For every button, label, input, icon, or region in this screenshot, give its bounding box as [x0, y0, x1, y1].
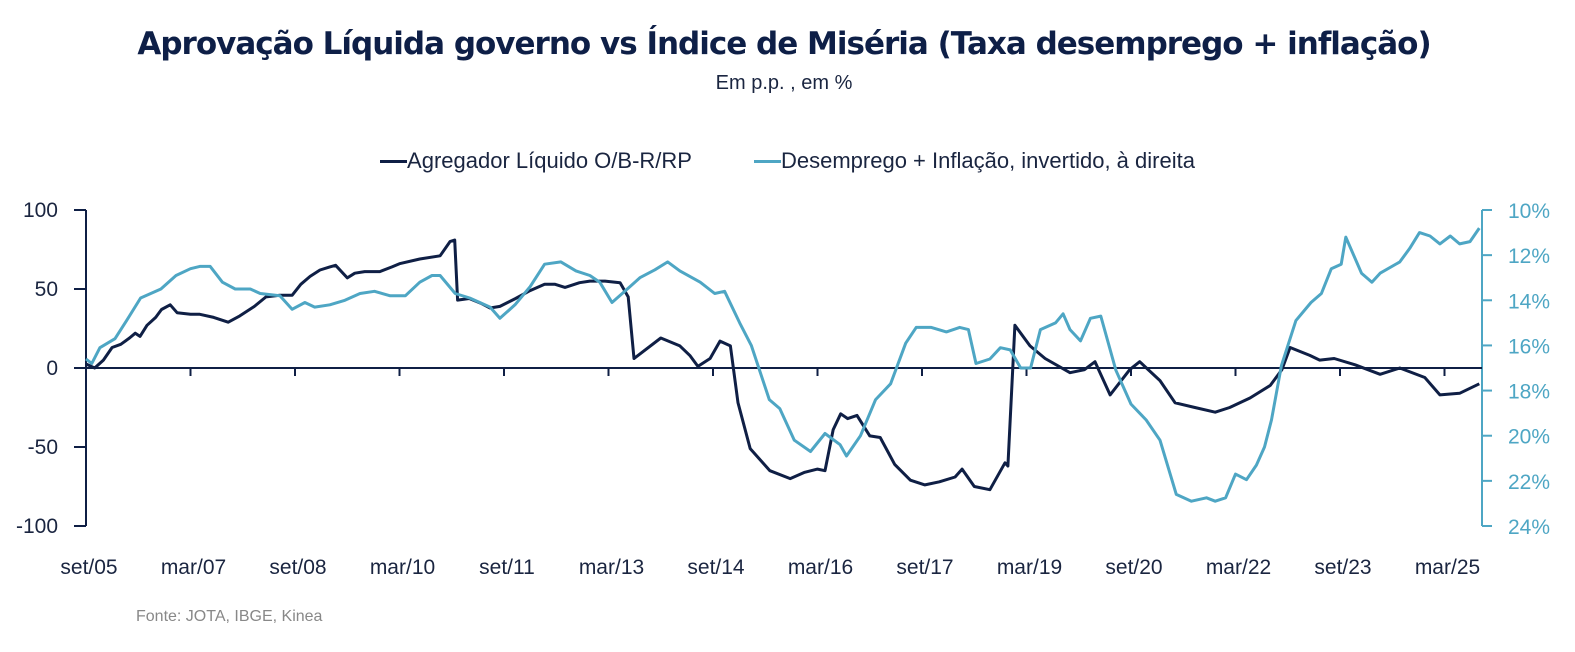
x-axis-tick-label: mar/13 [579, 556, 644, 579]
chart-title: Aprovação Líquida governo vs Índice de M… [137, 26, 1431, 62]
x-axis-tick-label: mar/07 [161, 556, 226, 579]
right-axis-tick-label: 16% [1508, 335, 1550, 358]
legend-item-misery: Desemprego + Inflação, invertido, à dire… [753, 148, 1195, 174]
right-axis-tick-label: 24% [1508, 516, 1550, 539]
series-line-misery-index [85, 227, 1481, 503]
legend-label-approval: Agregador Líquido O/B-R/RP [407, 148, 692, 173]
right-axis-tick-label: 22% [1508, 471, 1550, 494]
right-axis-tick-label: 14% [1508, 290, 1550, 313]
legend: Agregador Líquido O/B-R/RP Desemprego + … [0, 148, 1575, 174]
left-axis-tick-label: 0 [46, 357, 58, 380]
legend-label-misery: Desemprego + Inflação, invertido, à dire… [780, 148, 1195, 173]
x-axis-tick-label: set/08 [269, 556, 326, 579]
left-axis-tick-label: -50 [28, 436, 58, 459]
x-axis-tick-label: set/11 [479, 556, 535, 579]
left-axis-tick-label: -100 [16, 515, 58, 538]
x-axis-tick-label: mar/22 [1206, 556, 1271, 579]
x-axis-tick-label: mar/19 [997, 556, 1062, 579]
series-line-approval [85, 238, 1480, 492]
left-axis-tick-label: 50 [35, 278, 58, 301]
x-axis-tick-label: set/17 [896, 556, 953, 579]
x-axis-tick-label: set/20 [1105, 556, 1162, 579]
right-axis-tick-label: 10% [1508, 200, 1550, 223]
left-axis-tick-label: 100 [23, 199, 58, 222]
x-axis-tick-label: mar/10 [370, 556, 435, 579]
right-axis-tick-label: 12% [1508, 245, 1550, 268]
source-note: Fonte: JOTA, IBGE, Kinea [136, 608, 323, 625]
x-axis-tick-label: mar/16 [788, 556, 853, 579]
right-axis-tick-label: 20% [1508, 426, 1550, 449]
x-axis-tick-label: set/05 [60, 556, 117, 579]
legend-item-approval: Agregador Líquido O/B-R/RP [380, 148, 692, 174]
right-axis-tick-label: 18% [1508, 381, 1550, 404]
x-axis-tick-label: set/14 [687, 556, 745, 579]
x-axis-tick-label: set/23 [1314, 556, 1371, 579]
x-axis-tick-label: mar/25 [1415, 556, 1480, 579]
legend-swatch-misery [753, 159, 781, 163]
chart-subtitle: Em p.p. , em % [715, 72, 853, 94]
legend-swatch-approval [380, 159, 408, 163]
